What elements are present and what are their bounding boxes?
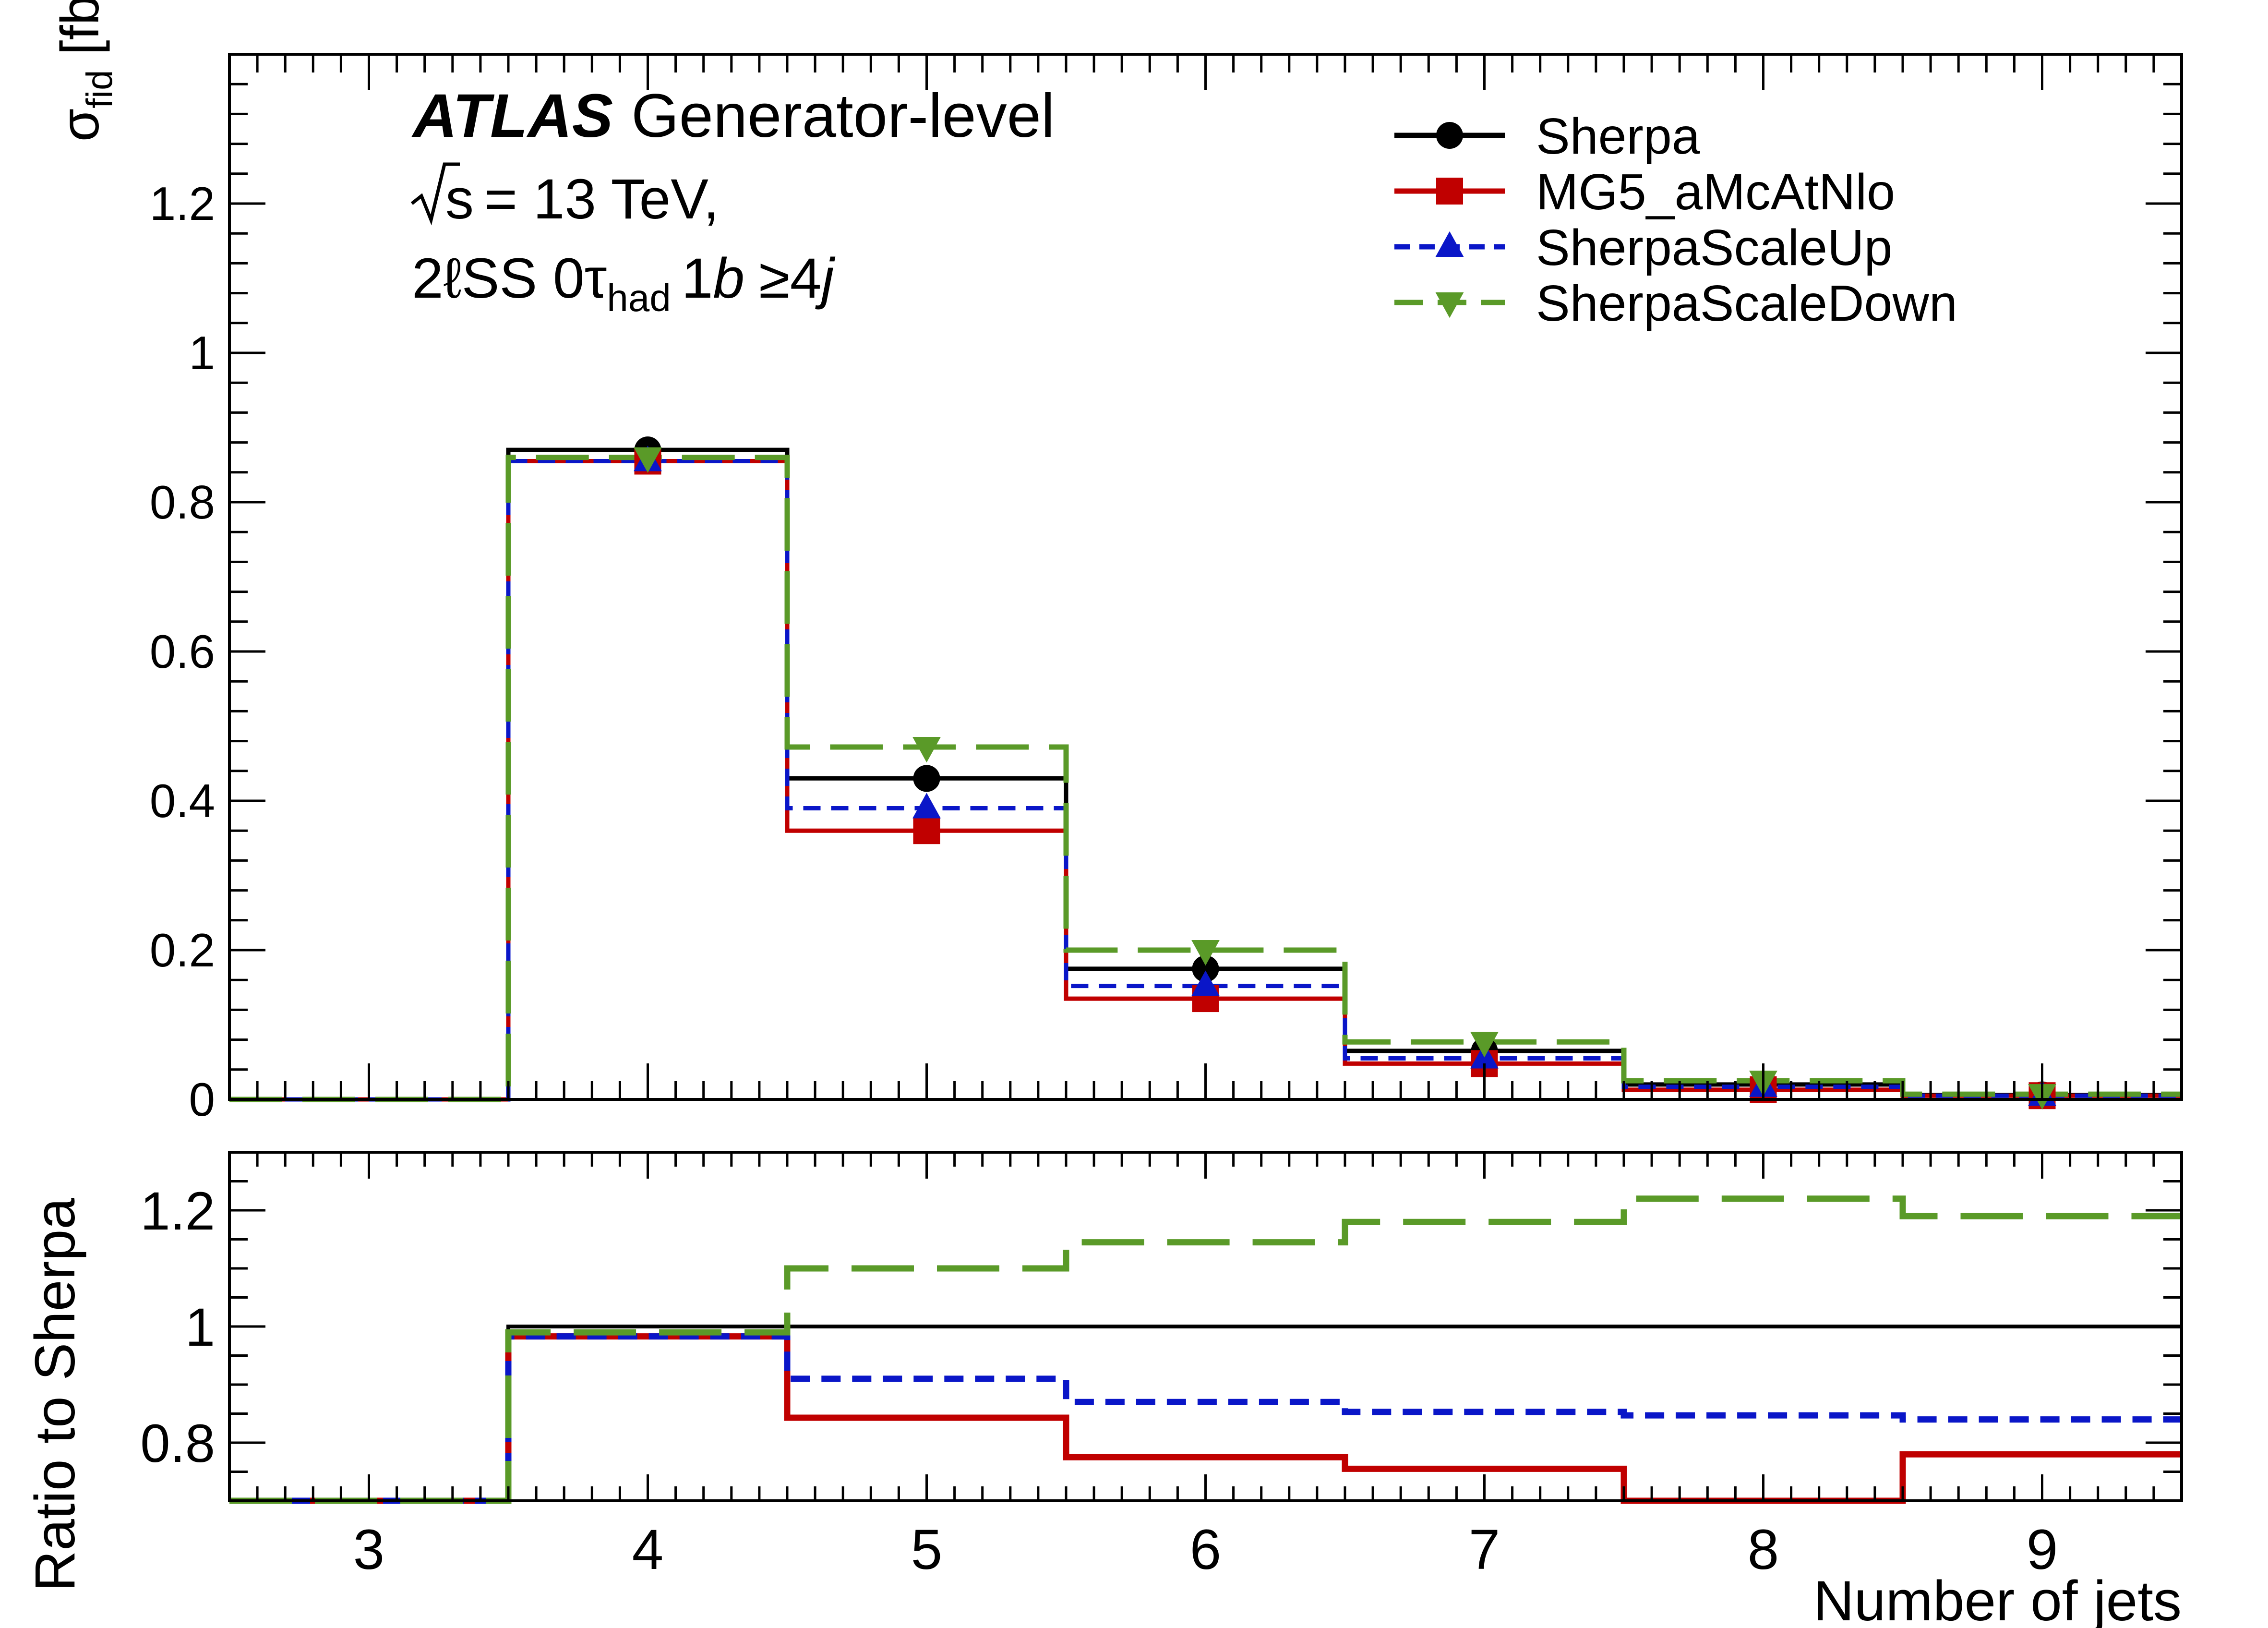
top-marker-sherpascaledown [912,737,941,763]
top-ticks-layer [228,53,2183,1101]
top-marker-sherpascaleup [912,793,941,819]
top-ytick-labels: 0 0.2 0.4 0.6 0.8 1 1.2 [150,177,215,1126]
bottom-plot-frame [228,1151,2183,1502]
legend-marker-mg5-amcatnlo [1436,178,1463,205]
energy-sqrt-s: s [445,168,474,231]
top-series-line-sherpascaleup [229,459,2182,1102]
top-marker-sherpascaleup [1191,970,1220,996]
region-jet-prefix: ≥4 [759,247,821,310]
top-panel: 0 0.2 0.4 0.6 0.8 1 1.2 [150,53,2183,1126]
top-ytick-label: 0.4 [150,774,215,827]
y-axis-unit: [fb] [50,0,110,55]
y-axis-sigma: σ [50,109,110,142]
xtick-labels: 3 4 5 6 7 8 9 [353,1518,2058,1581]
top-plot-frame [228,53,2183,1101]
xtick-label: 6 [1190,1518,1222,1581]
legend-label-sherpa: Sherpa [1536,108,1700,165]
svg-text:s= 13 TeV,: s = 13 TeV, [445,168,719,231]
atlas-label: ATLAS [411,82,613,150]
top-y-axis-title: σfid [fb] [50,0,120,142]
xtick-label: 5 [911,1518,943,1581]
bottom-panel: 0.8 1 1.2 3 4 5 6 7 8 9 [140,1151,2183,1581]
legend-marker-sherpascaleup [1435,231,1464,257]
sqrt-sign-icon [410,162,460,226]
top-ytick-label: 0.6 [150,625,215,678]
bottom-ytick-label: 0.8 [140,1413,215,1473]
bottom-ytick-label: 1.2 [140,1181,215,1241]
atlas-annotation: ATLAS Generator-level s = 13 TeV, 2ℓSS 0τh… [410,82,1055,319]
region-b-count: 1 [682,247,713,310]
bottom-ticks-layer [228,1151,2183,1502]
top-marker-sherpa [1192,955,1219,982]
energy-label: s = 13 TeV, [410,162,719,231]
top-marker-sherpascaledown [634,447,662,473]
bottom-ytick-labels: 0.8 1 1.2 [140,1181,215,1473]
xtick-label: 7 [1469,1518,1500,1581]
xtick-label: 3 [353,1518,385,1581]
legend-marker-sherpascaledown [1435,292,1464,318]
legend-label-mg5-amcatnlo: MG5_aMcAtNlo [1536,164,1895,220]
top-ytick-label: 0.2 [150,924,215,977]
y-axis-sigma-subscript: fid [79,70,120,109]
xtick-label: 9 [2027,1518,2058,1581]
top-ytick-label: 1 [189,326,215,379]
ratio-series-line-sherpascaleup [229,1333,2182,1504]
bottom-ytick-label: 1 [185,1297,215,1357]
top-ytick-label: 0.8 [150,476,215,529]
region-b: b [713,247,744,310]
top-marker-sherpa [913,765,940,792]
region-tau-subscript: had [607,277,671,319]
bottom-y-axis-title: Ratio to Sherpa [24,1198,87,1592]
legend: SherpaMG5_aMcAtNloSherpaScaleUpSherpaSca… [1394,108,1957,332]
xtick-label: 4 [632,1518,664,1581]
energy-value: = 13 TeV, [484,168,719,231]
region-prefix: 2ℓSS 0τ [412,247,607,310]
generator-level-label: Generator-level [631,82,1055,150]
top-marker-sherpascaledown [1191,940,1220,966]
top-ytick-label: 1.2 [150,177,215,230]
top-marker-mg5-amcatnlo [913,817,940,844]
legend-marker-sherpa [1436,122,1463,149]
top-marker-sherpascaledown [1470,1032,1499,1058]
ratio-series-line-sherpascaledown [229,1195,2182,1504]
xtick-label: 8 [1748,1518,1779,1581]
top-series-line-sherpascaledown [229,455,2182,1102]
legend-label-sherpascaleup: SherpaScaleUp [1536,219,1892,276]
x-axis-title: Number of jets [1813,1569,2182,1628]
legend-label-sherpascaledown: SherpaScaleDown [1536,275,1957,332]
top-markers-layer [634,436,2056,1110]
top-ytick-label: 0 [189,1073,215,1126]
region-label: 2ℓSS 0τhad 1b ≥4j [412,247,835,319]
